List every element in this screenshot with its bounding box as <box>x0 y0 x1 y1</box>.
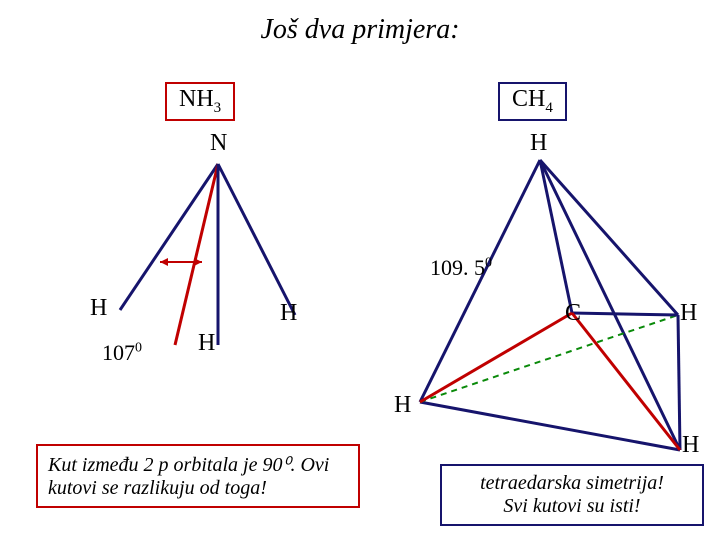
atom-h-top: H <box>530 130 547 157</box>
note-left: Kut između 2 p orbitala je 90⁰. Ovi kuto… <box>36 444 360 508</box>
atom-n: N <box>210 130 227 157</box>
atom-h-b: H <box>682 432 699 459</box>
atom-h-mid: H <box>198 330 215 357</box>
atom-h-left: H <box>90 295 107 322</box>
note-right-line2: Svi kutovi su isti! <box>503 495 640 517</box>
angle-1095: 109. 50 <box>430 255 492 281</box>
atom-c: C <box>565 300 581 327</box>
angle-107: 1070 <box>102 340 142 366</box>
atom-h-right: H <box>280 300 297 327</box>
atom-h-l: H <box>394 392 411 419</box>
atom-h-r: H <box>680 300 697 327</box>
note-right: tetraedarska simetrija! Svi kutovi su is… <box>440 464 704 526</box>
note-right-line1: tetraedarska simetrija! <box>480 472 664 494</box>
